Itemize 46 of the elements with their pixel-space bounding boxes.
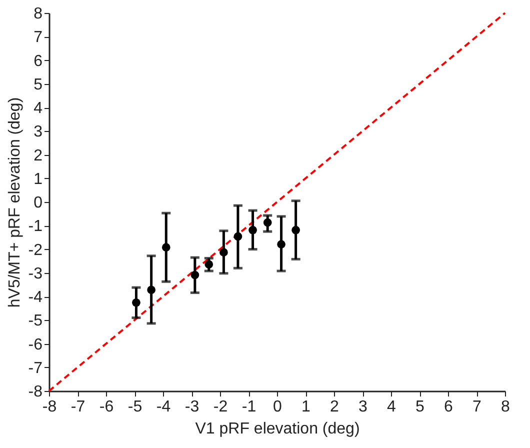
point <box>292 226 300 234</box>
x-axis-title: V1 pRF elevation (deg) <box>195 420 360 438</box>
x-tick-label: 2 <box>330 398 340 416</box>
x-tick-label: -1 <box>242 398 256 416</box>
point <box>147 286 156 294</box>
y-tick-label: -3 <box>28 265 43 282</box>
x-tick-label: 8 <box>501 398 510 416</box>
x-tick-label: 4 <box>387 398 396 416</box>
x-tick-label: 1 <box>302 398 311 416</box>
y-tick-label: 1 <box>34 170 43 188</box>
point <box>248 226 257 234</box>
x-tick-label: 0 <box>273 398 282 416</box>
point <box>204 260 214 269</box>
y-tick-label: -6 <box>28 336 43 354</box>
x-tick-label: 5 <box>416 398 425 416</box>
y-tick-label: -4 <box>28 289 43 306</box>
x-tick-label: -4 <box>156 398 171 416</box>
point <box>234 232 242 241</box>
y-tick-label: 7 <box>34 29 43 46</box>
y-tick-label: 0 <box>34 194 43 212</box>
point <box>220 248 228 256</box>
y-tick-label: -5 <box>28 312 43 330</box>
point <box>132 298 140 307</box>
x-tick-label: -5 <box>128 398 142 416</box>
x-tick-label: -3 <box>184 398 200 416</box>
x-tick-label: 6 <box>444 398 454 416</box>
x-tick-label: -6 <box>99 398 114 416</box>
x-tick-label: 7 <box>472 398 482 416</box>
y-tick-label: -1 <box>28 218 43 236</box>
y-axis-title: hV5/MT+ pRF elevation (deg) <box>6 97 24 308</box>
x-tick-label: -7 <box>70 398 86 416</box>
point <box>162 243 170 252</box>
y-tick-label: 6 <box>34 52 43 70</box>
y-tick-label: 4 <box>34 100 43 117</box>
y-tick-label: 2 <box>34 147 43 164</box>
point <box>277 240 286 248</box>
point <box>263 218 272 227</box>
y-tick-label: -7 <box>28 360 43 377</box>
point <box>190 270 200 280</box>
x-tick-label: -2 <box>213 398 228 416</box>
y-tick-label: 8 <box>34 6 43 22</box>
y-tick-label: 5 <box>34 76 43 94</box>
x-tick-label: 3 <box>358 398 368 416</box>
y-tick-label: 3 <box>34 124 43 141</box>
y-tick-label: -2 <box>28 242 43 259</box>
y-tick-label: -8 <box>28 384 43 400</box>
